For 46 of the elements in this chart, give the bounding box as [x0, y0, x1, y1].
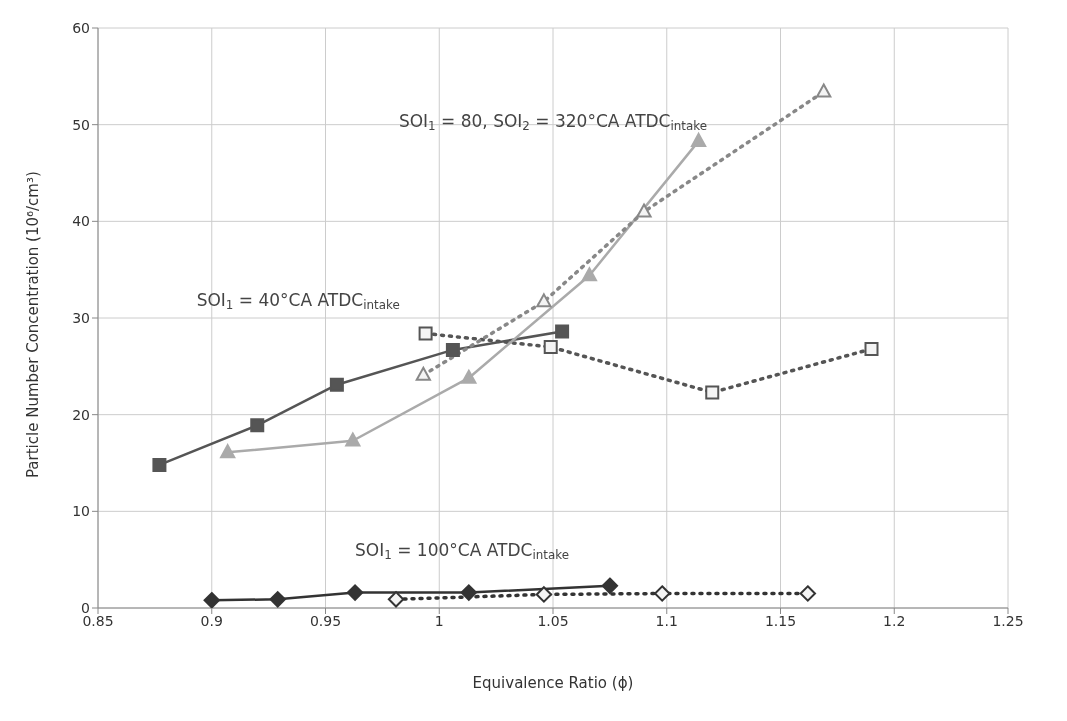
y-tick-label: 60	[72, 19, 90, 36]
annotation: SOI$_{1}$ = 80, SOI$_{2}$ = 320°CA ATDC$_{intake}$	[398, 110, 708, 133]
point	[555, 324, 570, 339]
point	[346, 584, 364, 601]
y-axis-title: Particle Number Concentration (10⁶/cm³)	[24, 171, 43, 478]
y-tick-label: 50	[72, 116, 90, 133]
point	[415, 366, 431, 381]
point	[654, 585, 671, 602]
point	[387, 591, 405, 608]
point	[535, 586, 553, 603]
x-tick-label: 0.9	[200, 612, 223, 629]
point	[461, 369, 477, 384]
point	[636, 203, 652, 218]
x-tick-label: 1	[434, 612, 444, 629]
x-tick-label: 1.25	[992, 612, 1024, 629]
point	[460, 584, 478, 601]
point	[581, 267, 597, 282]
point	[418, 326, 433, 341]
point	[705, 385, 720, 400]
point	[269, 591, 286, 608]
annotation: SOI$_{1}$ = 100°CA ATDC$_{intake}$	[355, 539, 569, 562]
x-tick-label: 1.1	[655, 612, 678, 629]
point	[691, 132, 707, 147]
point	[536, 293, 552, 308]
x-tick-label: 0.95	[309, 612, 342, 629]
x-tick-label: 1.2	[883, 612, 906, 629]
y-tick-label: 40	[72, 213, 90, 230]
point	[329, 377, 344, 392]
point	[203, 592, 220, 608]
point	[601, 577, 619, 594]
point	[220, 444, 236, 459]
x-tick-label: 1.15	[764, 612, 797, 629]
point	[816, 83, 832, 98]
y-tick-label: 30	[72, 309, 90, 326]
x-axis-title: Equivalence Ratio (ϕ)	[472, 674, 634, 692]
point	[345, 432, 361, 447]
point	[250, 418, 265, 433]
point	[445, 342, 460, 357]
point	[864, 341, 879, 356]
y-tick-label: 10	[72, 503, 90, 520]
point	[152, 457, 167, 472]
y-tick-label: 20	[72, 406, 90, 423]
annotation: SOI$_{1}$ = 40°CA ATDC$_{intake}$	[196, 290, 400, 313]
point	[799, 585, 816, 602]
point	[543, 340, 558, 354]
x-tick-label: 1.05	[537, 612, 569, 629]
